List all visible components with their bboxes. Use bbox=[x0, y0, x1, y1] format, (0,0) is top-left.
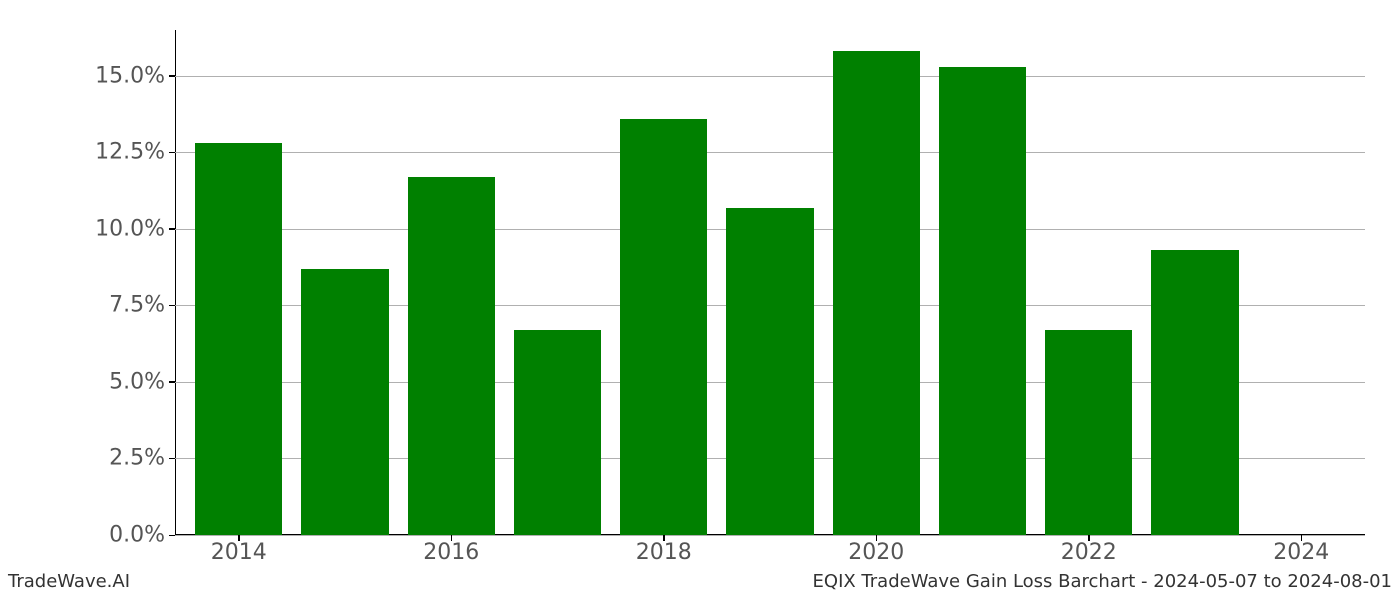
gridline bbox=[175, 152, 1365, 153]
ytick-label: 12.5% bbox=[65, 140, 165, 165]
bar bbox=[620, 119, 707, 535]
ytick-mark bbox=[169, 305, 175, 307]
bar bbox=[514, 330, 601, 535]
xtick-label: 2024 bbox=[1273, 540, 1329, 565]
bar bbox=[408, 177, 495, 535]
bar bbox=[301, 269, 388, 535]
ytick-mark bbox=[169, 458, 175, 460]
xtick-label: 2020 bbox=[848, 540, 904, 565]
ytick-label: 7.5% bbox=[65, 293, 165, 318]
ytick-mark bbox=[169, 152, 175, 154]
gridline bbox=[175, 535, 1365, 536]
ytick-mark bbox=[169, 75, 175, 77]
bar bbox=[833, 51, 920, 535]
bar bbox=[1151, 250, 1238, 535]
ytick-mark bbox=[169, 228, 175, 230]
bar bbox=[195, 143, 282, 535]
chart-plot-area: 0.0%2.5%5.0%7.5%10.0%12.5%15.0%201420162… bbox=[175, 30, 1365, 535]
xtick-label: 2016 bbox=[423, 540, 479, 565]
ytick-label: 10.0% bbox=[65, 216, 165, 241]
bar bbox=[939, 67, 1026, 535]
xtick-label: 2022 bbox=[1061, 540, 1117, 565]
ytick-mark bbox=[169, 381, 175, 383]
footer-caption: EQIX TradeWave Gain Loss Barchart - 2024… bbox=[813, 571, 1392, 592]
gridline bbox=[175, 76, 1365, 77]
bar bbox=[1045, 330, 1132, 535]
xtick-label: 2018 bbox=[636, 540, 692, 565]
ytick-label: 15.0% bbox=[65, 63, 165, 88]
xtick-label: 2014 bbox=[211, 540, 267, 565]
bar bbox=[726, 208, 813, 535]
ytick-mark bbox=[169, 535, 175, 537]
ytick-label: 2.5% bbox=[65, 446, 165, 471]
ytick-label: 5.0% bbox=[65, 369, 165, 394]
ytick-label: 0.0% bbox=[65, 523, 165, 548]
footer-brand: TradeWave.AI bbox=[8, 571, 130, 592]
